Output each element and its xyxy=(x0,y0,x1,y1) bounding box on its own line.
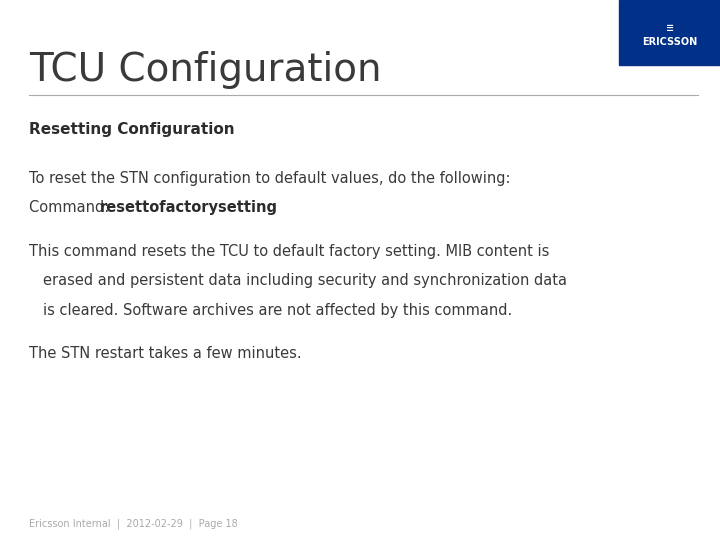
Text: This command resets the TCU to default factory setting. MIB content is: This command resets the TCU to default f… xyxy=(29,244,549,259)
Text: Resetting Configuration: Resetting Configuration xyxy=(29,122,235,137)
Text: TCU Configuration: TCU Configuration xyxy=(29,51,382,89)
Bar xyxy=(619,0,720,65)
Text: To reset the STN configuration to default values, do the following:: To reset the STN configuration to defaul… xyxy=(29,171,510,186)
Text: The STN restart takes a few minutes.: The STN restart takes a few minutes. xyxy=(29,346,302,361)
Text: resettofactorysetting: resettofactorysetting xyxy=(99,200,278,215)
Text: is cleared. Software archives are not affected by this command.: is cleared. Software archives are not af… xyxy=(43,303,513,318)
Text: Command:: Command: xyxy=(29,200,114,215)
Text: erased and persistent data including security and synchronization data: erased and persistent data including sec… xyxy=(43,273,567,288)
Text: ≡
ERICSSON: ≡ ERICSSON xyxy=(642,24,697,46)
Text: Ericsson Internal  |  2012-02-29  |  Page 18: Ericsson Internal | 2012-02-29 | Page 18 xyxy=(29,518,238,529)
